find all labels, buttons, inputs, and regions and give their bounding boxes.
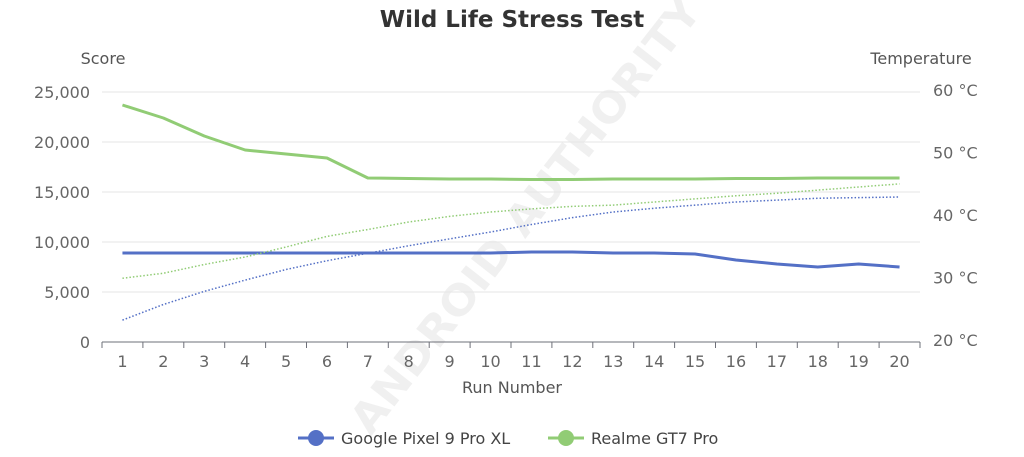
x-tick-label: 18 [808, 352, 828, 371]
x-tick-label: 7 [363, 352, 373, 371]
x-tick-label: 10 [480, 352, 500, 371]
x-tick-label: 5 [281, 352, 291, 371]
x-tick-label: 13 [603, 352, 623, 371]
temperature-line-pixel [122, 196, 900, 321]
temperature-line-realme [122, 183, 900, 279]
x-tick-label: 11 [521, 352, 541, 371]
svg-text:ANDROID AUTHORITY: ANDROID AUTHORITY [340, 0, 711, 443]
y-tick-label: 25,000 [34, 83, 90, 102]
y-tick-label: 15,000 [34, 183, 90, 202]
y-axis-label: Score [81, 49, 126, 68]
watermark-logo: ANDROID AUTHORITY [340, 0, 711, 443]
x-tick-label: 15 [685, 352, 705, 371]
y2-axis-label: Temperature [869, 49, 971, 68]
legend-marker [558, 430, 574, 446]
legend-item[interactable]: Realme GT7 Pro [548, 429, 718, 448]
x-tick-label: 19 [848, 352, 868, 371]
y2-tick-label: 20 °C [933, 331, 978, 350]
x-tick-label: 3 [199, 352, 209, 371]
chart-title: Wild Life Stress Test [380, 7, 645, 33]
y2-tick-label: 50 °C [933, 144, 978, 163]
y2-tick-label: 60 °C [933, 81, 978, 100]
x-tick-label: 6 [322, 352, 332, 371]
x-axis-label: Run Number [462, 378, 562, 397]
y-tick-label: 10,000 [34, 233, 90, 252]
x-tick-label: 4 [240, 352, 250, 371]
legend-marker [308, 430, 324, 446]
x-tick-label: 1 [117, 352, 127, 371]
y-tick-label: 20,000 [34, 133, 90, 152]
y2-tick-label: 30 °C [933, 269, 978, 288]
score-line-pixel [122, 250, 900, 269]
score-line-realme [121, 103, 900, 181]
y-tick-label: 5,000 [44, 283, 90, 302]
x-tick-label: 9 [445, 352, 455, 371]
legend-label: Realme GT7 Pro [591, 429, 718, 448]
x-tick-label: 17 [767, 352, 787, 371]
x-tick-label: 8 [404, 352, 414, 371]
x-tick-label: 2 [158, 352, 168, 371]
x-tick-label: 20 [889, 352, 909, 371]
y-tick-label: 0 [80, 333, 90, 352]
y2-tick-label: 40 °C [933, 206, 978, 225]
x-tick-label: 14 [644, 352, 664, 371]
x-tick-label: 16 [726, 352, 746, 371]
legend-label: Google Pixel 9 Pro XL [341, 429, 510, 448]
legend-item[interactable]: Google Pixel 9 Pro XL [298, 429, 510, 448]
x-tick-label: 12 [562, 352, 582, 371]
